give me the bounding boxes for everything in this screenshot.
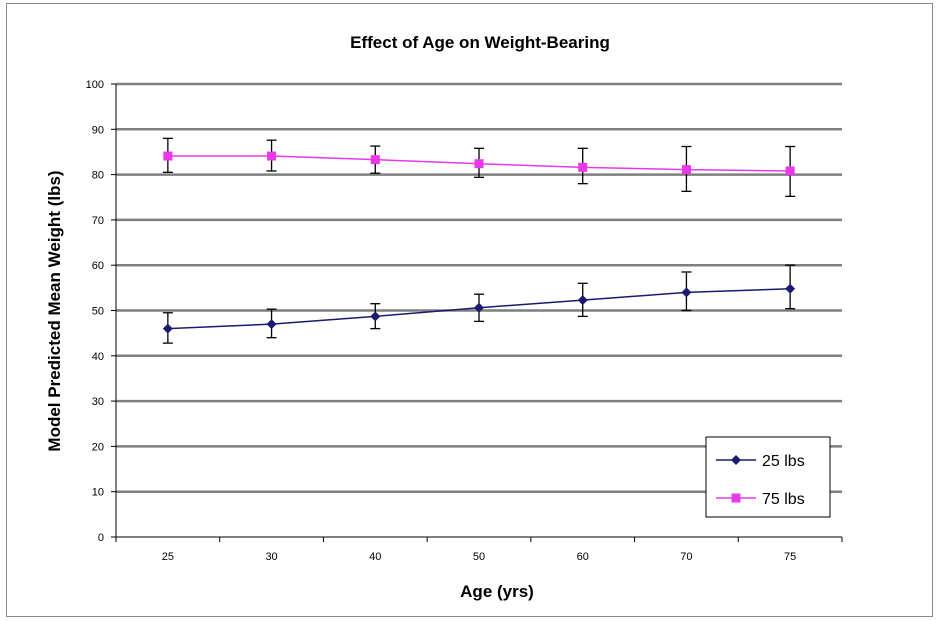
series-1: [162, 137, 796, 197]
y-tick-label: 10: [92, 487, 104, 499]
x-axis: 25 30 40 50 60 70 75: [115, 84, 843, 563]
x-tick-label: 25: [162, 551, 174, 563]
data-point: [163, 151, 173, 161]
y-tick-label: 50: [92, 306, 104, 318]
data-point: [681, 287, 692, 298]
data-point: [681, 165, 691, 175]
x-tick-label: 30: [265, 551, 277, 563]
legend-box: [705, 436, 831, 518]
y-axis-title: Model Predicted Mean Weight (lbs): [45, 170, 64, 451]
x-tick-label: 40: [369, 551, 381, 563]
y-tick-label: 70: [92, 215, 104, 227]
y-tick-label: 20: [92, 441, 104, 453]
x-tick-label: 70: [680, 551, 692, 563]
x-axis-title: Age (yrs): [460, 582, 534, 601]
y-tick-label: 60: [92, 260, 104, 272]
x-tick-label: 60: [577, 551, 589, 563]
y-tick-label: 100: [86, 79, 104, 91]
y-tick-label: 30: [92, 396, 104, 408]
legend-marker: [731, 493, 741, 503]
y-tick-label: 90: [92, 124, 104, 136]
series-group: [162, 137, 796, 344]
data-point: [785, 283, 796, 294]
data-point: [162, 323, 173, 334]
data-point: [474, 159, 484, 169]
y-tick-label: 0: [98, 532, 104, 544]
gridlines: [116, 82, 842, 493]
legend-label: 75 lbs: [762, 491, 805, 508]
y-axis-ticks: 0 10 20 30 40 50 60 70 80 90 100: [86, 79, 116, 544]
chart-title: Effect of Age on Weight-Bearing: [350, 33, 610, 52]
data-point: [266, 319, 277, 330]
data-point: [267, 151, 277, 161]
data-point: [370, 311, 381, 322]
y-tick-label: 40: [92, 351, 104, 363]
legend: 25 lbs 75 lbs: [705, 436, 831, 518]
data-point: [785, 166, 795, 176]
legend-label: 25 lbs: [762, 453, 805, 470]
series-0: [162, 264, 796, 344]
data-point: [578, 162, 588, 172]
x-tick-label: 75: [784, 551, 796, 563]
data-point: [474, 302, 484, 313]
x-tick-label: 50: [473, 551, 485, 563]
data-point: [577, 295, 588, 306]
data-point: [370, 155, 380, 165]
legend-marker: [731, 455, 741, 465]
y-tick-label: 80: [92, 170, 104, 182]
